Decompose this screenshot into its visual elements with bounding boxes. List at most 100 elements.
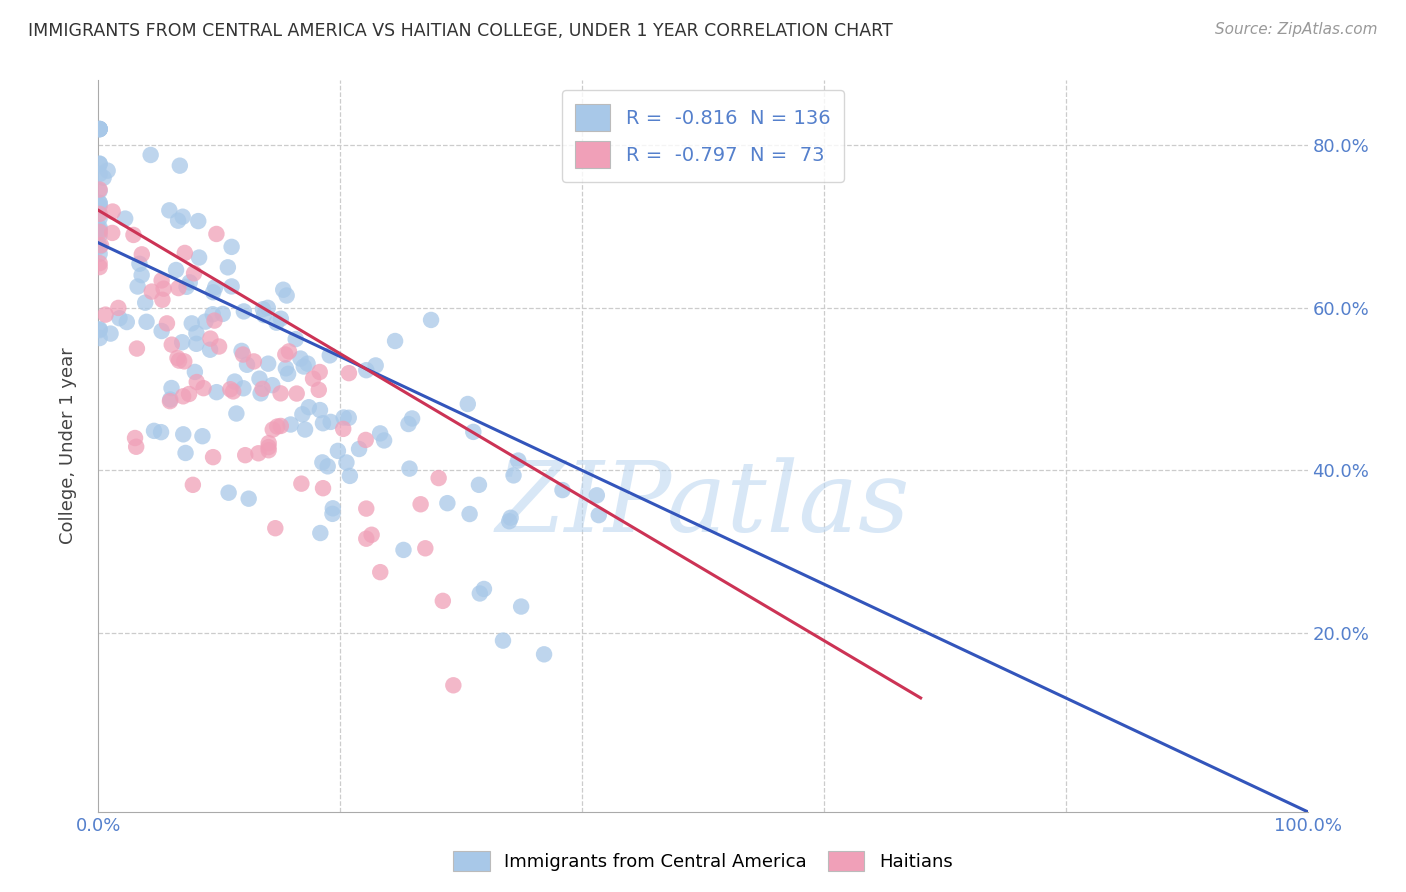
Point: [232, 347, 254, 361]
Point: [160, 381, 183, 395]
Point: [290, 351, 312, 366]
Point: [134, 295, 156, 310]
Point: [204, 313, 226, 327]
Point: [463, 425, 485, 439]
Point: [270, 386, 292, 401]
Point: [89, 196, 111, 211]
Point: [291, 407, 314, 421]
Point: [274, 347, 297, 361]
Point: [420, 313, 443, 327]
Point: [141, 285, 163, 299]
Point: [332, 410, 354, 425]
Point: [356, 501, 378, 516]
Point: [368, 426, 391, 441]
Point: [339, 469, 361, 483]
Point: [89, 256, 111, 270]
Point: [139, 148, 162, 162]
Point: [243, 354, 266, 368]
Point: [128, 257, 150, 271]
Point: [277, 367, 299, 381]
Point: [172, 210, 194, 224]
Point: [159, 392, 181, 407]
Point: [257, 357, 280, 371]
Point: [89, 167, 111, 181]
Point: [89, 122, 111, 136]
Point: [211, 307, 233, 321]
Point: [298, 401, 321, 415]
Point: [401, 411, 423, 425]
Point: [427, 471, 450, 485]
Point: [319, 348, 342, 362]
Point: [122, 227, 145, 242]
Point: [335, 455, 357, 469]
Point: [101, 226, 124, 240]
Point: [101, 204, 124, 219]
Point: [337, 366, 360, 380]
Point: [125, 342, 148, 356]
Point: [157, 203, 180, 218]
Point: [270, 419, 292, 434]
Point: [231, 343, 253, 358]
Point: [257, 436, 280, 450]
Point: [89, 220, 111, 235]
Point: [360, 528, 382, 542]
Point: [236, 358, 259, 372]
Point: [114, 211, 136, 226]
Point: [172, 389, 194, 403]
Point: [302, 372, 325, 386]
Point: [413, 541, 436, 556]
Point: [89, 122, 111, 136]
Point: [276, 288, 298, 302]
Point: [89, 207, 111, 221]
Point: [202, 450, 225, 464]
Point: [173, 246, 195, 260]
Point: [100, 326, 122, 341]
Point: [165, 263, 187, 277]
Point: [533, 648, 555, 662]
Point: [89, 322, 111, 336]
Point: [253, 308, 276, 322]
Point: [266, 316, 288, 330]
Point: [124, 431, 146, 445]
Point: [89, 331, 111, 345]
Point: [205, 385, 228, 400]
Point: [184, 365, 207, 379]
Point: [152, 282, 174, 296]
Point: [174, 446, 197, 460]
Point: [247, 446, 270, 460]
Point: [436, 496, 458, 510]
Point: [337, 410, 360, 425]
Point: [508, 453, 530, 467]
Point: [89, 211, 111, 226]
Point: [219, 382, 242, 396]
Point: [108, 311, 131, 326]
Point: [392, 543, 415, 558]
Point: [468, 478, 491, 492]
Point: [93, 170, 115, 185]
Point: [188, 251, 211, 265]
Point: [218, 485, 240, 500]
Point: [319, 415, 342, 429]
Point: [97, 163, 120, 178]
Point: [89, 323, 111, 337]
Point: [89, 247, 111, 261]
Point: [181, 478, 204, 492]
Point: [585, 488, 607, 502]
Point: [150, 425, 173, 439]
Point: [284, 332, 307, 346]
Point: [131, 268, 153, 282]
Point: [249, 386, 271, 401]
Point: [384, 334, 406, 348]
Point: [252, 382, 274, 396]
Point: [285, 386, 308, 401]
Point: [193, 381, 215, 395]
Point: [257, 443, 280, 458]
Point: [280, 417, 302, 432]
Point: [498, 514, 520, 528]
Point: [180, 317, 202, 331]
Point: [131, 247, 153, 261]
Point: [347, 442, 370, 456]
Point: [409, 497, 432, 511]
Point: [588, 508, 610, 522]
Point: [290, 476, 312, 491]
